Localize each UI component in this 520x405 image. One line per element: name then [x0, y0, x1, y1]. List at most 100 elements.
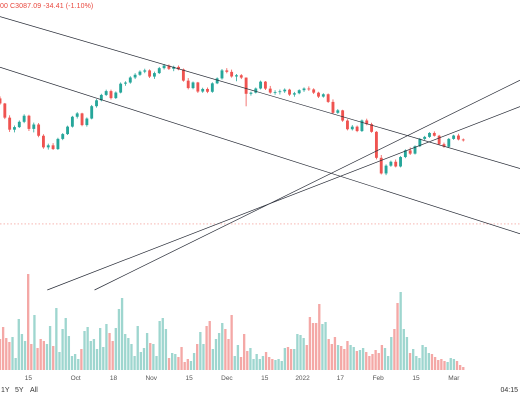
range-button-1y[interactable]: 1Y: [1, 387, 10, 394]
volume-bar: [95, 349, 99, 370]
volume-bar: [440, 359, 443, 370]
candle-body: [172, 66, 176, 69]
volume-bar: [36, 348, 39, 370]
candle-body: [46, 145, 50, 148]
volume-bar: [42, 341, 45, 370]
candle-body: [215, 78, 219, 84]
volume-bar: [264, 352, 268, 370]
volume-bar: [230, 315, 233, 370]
candle-body: [37, 124, 41, 136]
candle-body: [374, 131, 378, 158]
volume-bar: [377, 353, 380, 370]
volume-bar: [386, 356, 390, 370]
volume-bar: [211, 349, 215, 370]
trendline: [94, 79, 520, 291]
candle-body: [355, 126, 359, 132]
volume-bar: [77, 359, 80, 370]
x-tick-label: Dec: [221, 375, 233, 382]
range-button-5y[interactable]: 5Y: [15, 387, 24, 394]
volume-bar: [196, 344, 199, 370]
volume-bar: [221, 323, 224, 370]
candle-body: [249, 92, 253, 94]
volume-bar: [30, 344, 33, 370]
volume-bar: [205, 326, 208, 370]
volume-bar: [333, 337, 337, 370]
candle-body: [312, 89, 316, 93]
volume-bar: [55, 308, 58, 370]
volume-bar: [346, 341, 349, 370]
volume-bar: [430, 354, 434, 370]
candle-body: [225, 70, 229, 72]
candle-body: [442, 144, 446, 147]
volume-bar: [311, 323, 315, 370]
volume-bar: [365, 352, 368, 370]
volume-bar: [289, 349, 293, 370]
volume-bar: [433, 357, 437, 370]
volume-bar: [92, 339, 96, 370]
volume-bar: [111, 341, 114, 370]
candle-body: [196, 82, 200, 92]
range-selector-bar: 1Y 5Y All 04:15: [0, 384, 520, 400]
candle-body: [27, 115, 31, 129]
volume-bar: [236, 345, 240, 370]
volume-bar: [167, 358, 171, 370]
volume-bar: [358, 350, 362, 370]
volume-bar: [418, 358, 421, 370]
volume-bar: [227, 339, 230, 370]
volume-bar: [396, 303, 399, 370]
volume-bar: [127, 338, 130, 370]
volume-bar: [161, 318, 164, 370]
candle-body: [423, 136, 427, 139]
candle-body: [51, 145, 55, 150]
volume-bar: [324, 322, 327, 370]
candle-body: [0, 98, 2, 104]
volume-bar: [293, 349, 296, 370]
x-tick-label: 15: [412, 375, 420, 382]
candle-body: [302, 88, 306, 91]
volume-bar: [421, 345, 424, 370]
volume-bar: [64, 318, 67, 370]
volume-bar: [149, 343, 152, 370]
candle-body: [360, 120, 364, 132]
candle-body: [177, 66, 180, 70]
candle-body: [389, 161, 393, 166]
volume-bar: [142, 348, 146, 370]
candle-body: [85, 118, 89, 126]
range-button-all[interactable]: All: [30, 387, 38, 394]
candle-body: [235, 75, 238, 77]
volume-bar: [321, 324, 324, 370]
candle-body: [288, 89, 291, 95]
candle-body: [128, 77, 132, 83]
candle-body: [268, 88, 272, 93]
volume-bar: [177, 357, 180, 370]
volume-bar: [446, 362, 449, 370]
volume-bar: [186, 359, 189, 370]
candle-body: [457, 135, 460, 140]
x-tick-label: 18: [110, 375, 118, 382]
volume-bar: [48, 326, 52, 370]
candle-body: [99, 94, 103, 101]
candle-body: [17, 121, 21, 128]
volume-bar: [336, 345, 340, 370]
candle-body: [119, 83, 123, 93]
volume-bar: [23, 341, 27, 370]
volume-bar: [349, 345, 352, 370]
candle-body: [259, 81, 263, 89]
volume-bar: [86, 327, 89, 370]
volume-bar: [458, 365, 462, 370]
x-tick-label: Mar: [448, 375, 460, 382]
volume-bar: [208, 321, 211, 370]
volume-bar: [130, 344, 133, 370]
volume-bar: [61, 329, 64, 370]
volume-bar: [280, 361, 283, 370]
volume-bar: [402, 329, 405, 370]
volume-bar: [252, 359, 255, 370]
volume-bar: [133, 356, 136, 370]
volume-bar: [462, 367, 465, 370]
candle-body: [278, 91, 282, 93]
volume-bar: [17, 319, 20, 370]
candle-body: [104, 91, 108, 95]
candle-body: [292, 93, 296, 95]
